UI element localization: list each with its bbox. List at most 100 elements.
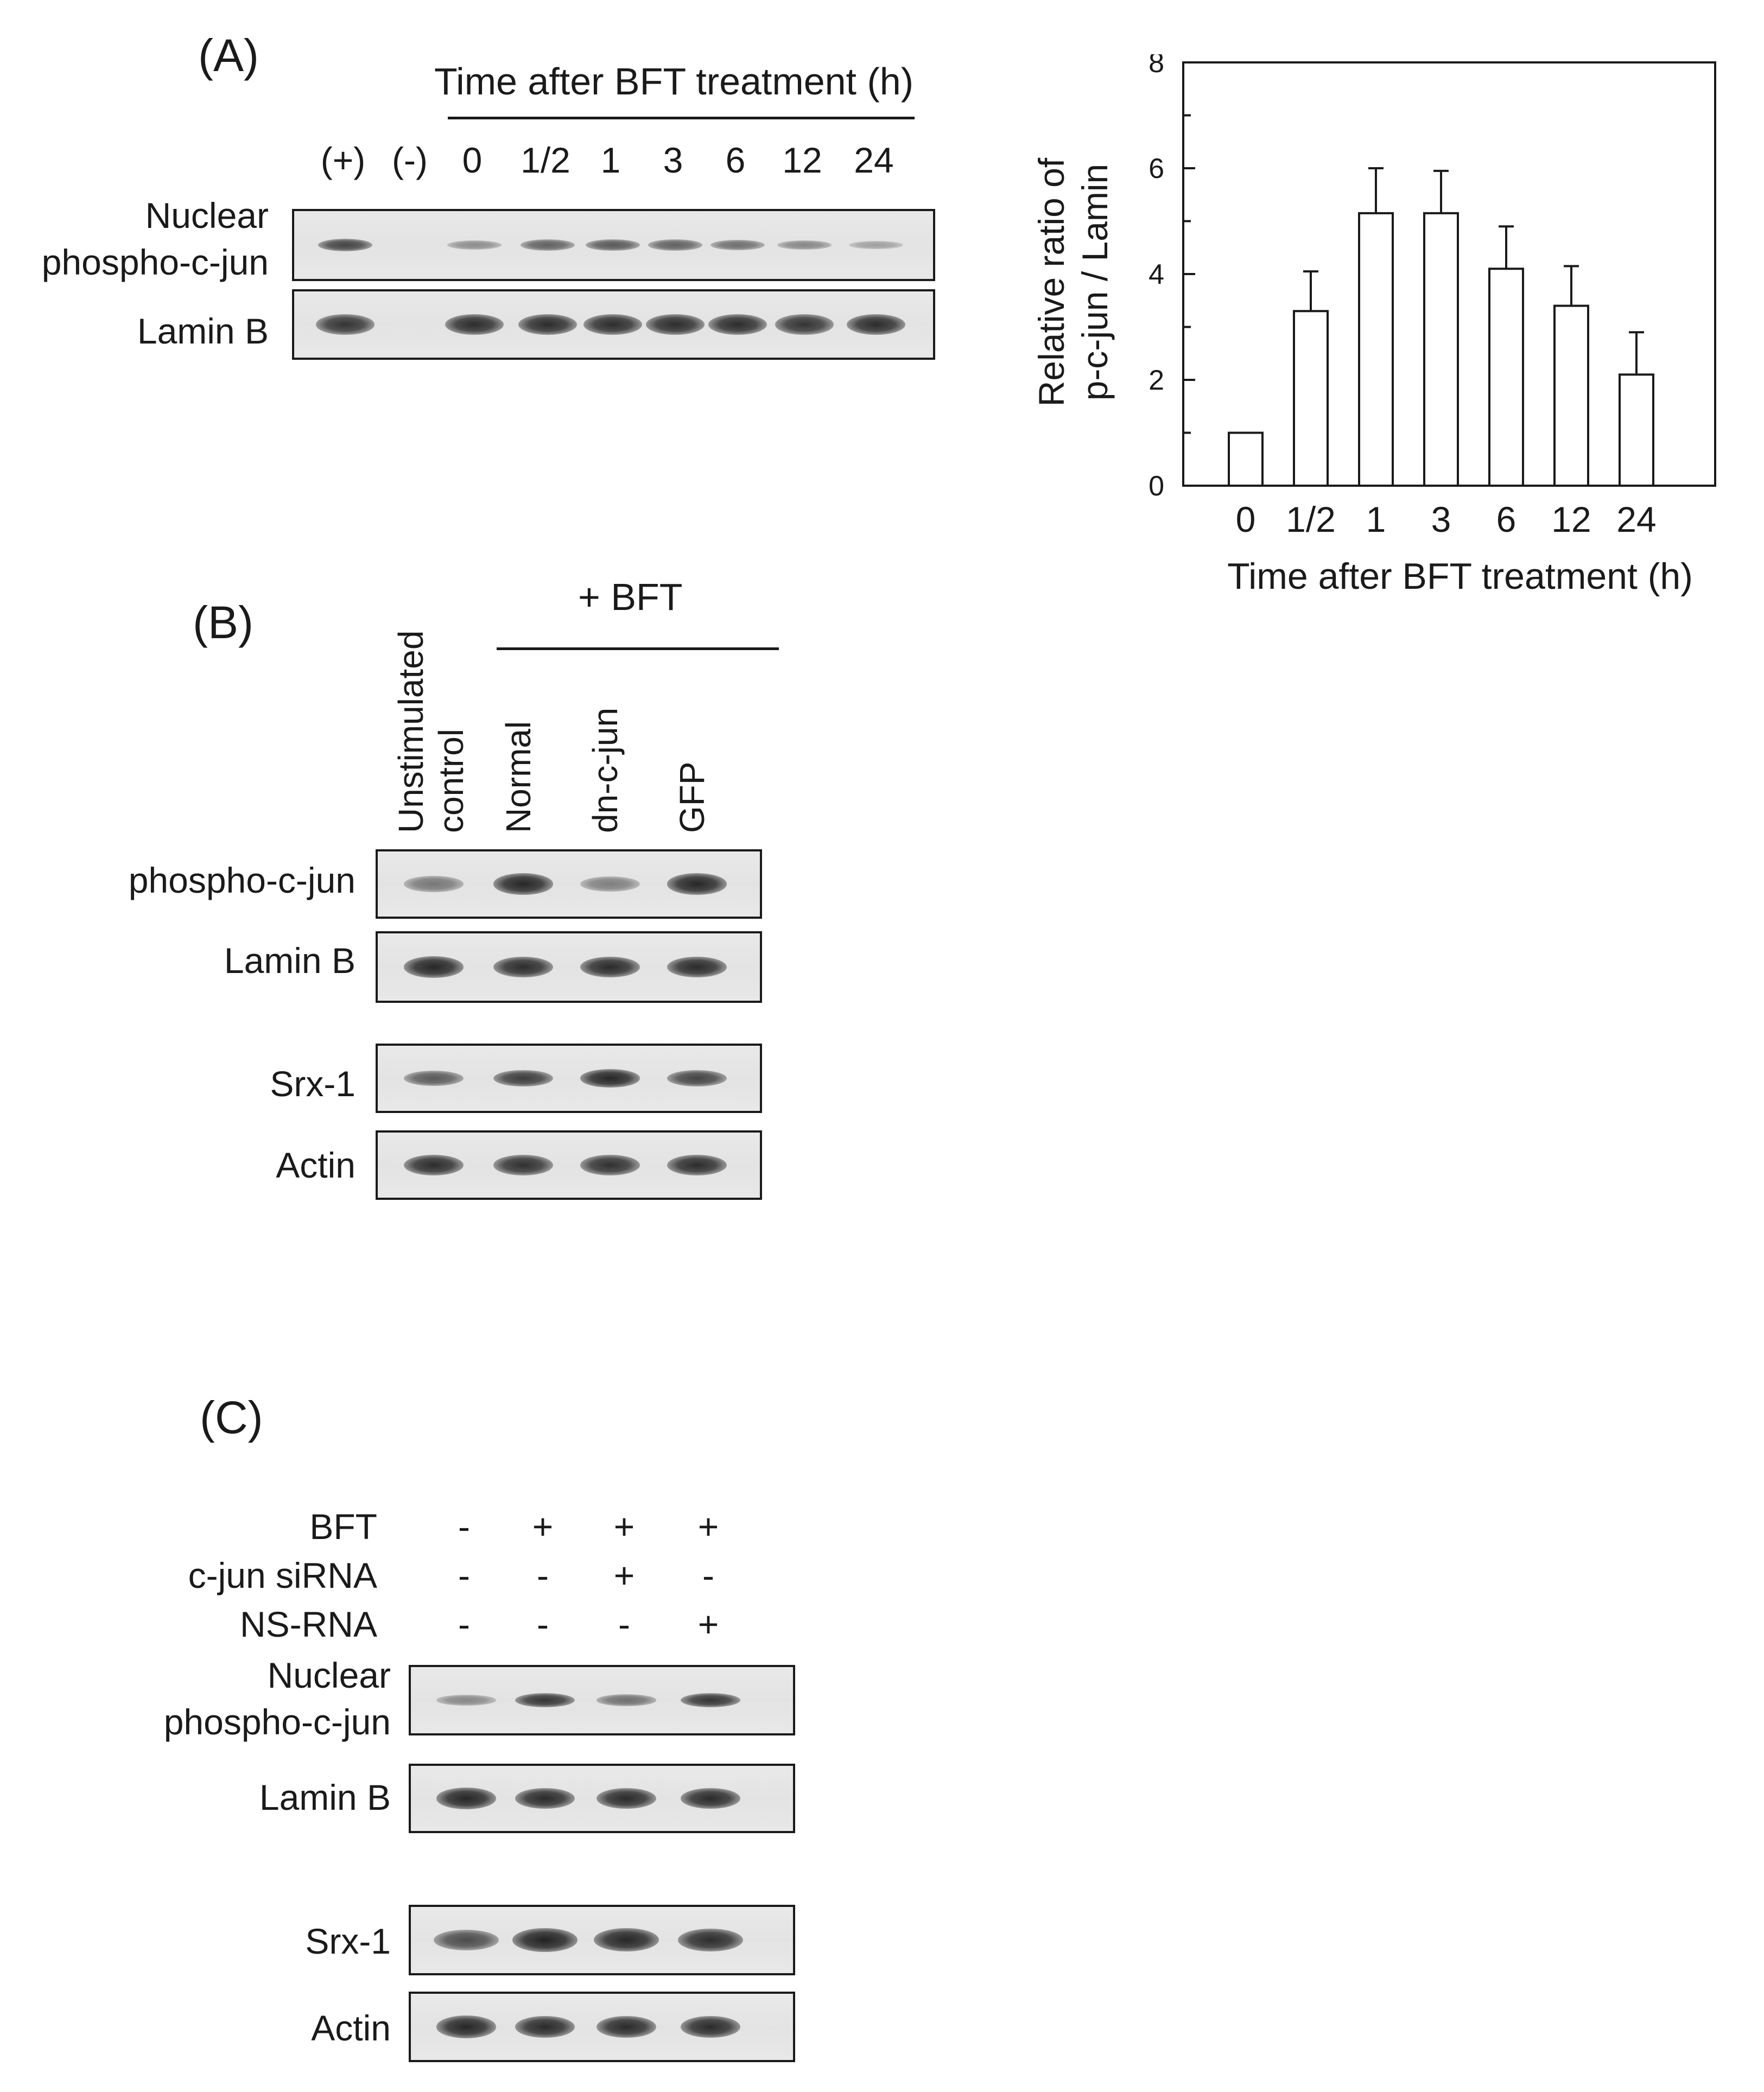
panel-c-phospho-band <box>515 1693 575 1708</box>
panel-b-lane-label: Normal <box>499 721 538 833</box>
chart-bar <box>1228 431 1264 487</box>
chart-x-tick-label: 3 <box>1431 499 1451 539</box>
panel-b-lane-label: Unstimulated control <box>391 631 471 834</box>
chart-y-tick-label: 8 <box>1148 54 1164 79</box>
panel-c-condition-label: NS-RNA <box>239 1604 377 1644</box>
panel-b-row-label-actin: Actin <box>276 1145 356 1185</box>
panel-b-actin-band <box>404 1154 464 1176</box>
panel-b-phospho-band <box>580 876 640 892</box>
panel-c-condition-sign: - <box>458 1555 470 1595</box>
panel-c-row-label-phospho-line1: Nuclear <box>267 1655 391 1695</box>
chart-x-tick-label: 6 <box>1496 499 1516 539</box>
panel-a-lamin-band <box>583 314 642 335</box>
chart-x-axis-label: Time after BFT treatment (h) <box>1227 556 1693 597</box>
panel-a-lamin-band <box>775 314 834 335</box>
panel-b-blot-phospho <box>376 849 762 919</box>
chart-bar <box>1488 268 1524 487</box>
panel-b-blot-srx <box>376 1044 762 1113</box>
panel-b-group-label: + BFT <box>578 576 683 618</box>
panel-c-row-label-srx: Srx-1 <box>305 1921 391 1961</box>
panel-b-row-label-lamin: Lamin B <box>224 940 356 981</box>
panel-c-blot-phospho <box>409 1665 795 1735</box>
panel-c-lamin-band <box>515 1788 575 1809</box>
panel-c-condition-sign: + <box>697 1506 719 1547</box>
panel-c-condition-sign: + <box>697 1604 719 1644</box>
panel-b-blot-lamin <box>376 931 762 1003</box>
panel-a-blot-phospho <box>292 209 935 281</box>
chart-bar <box>1358 212 1394 487</box>
panel-c-lamin-band <box>681 1788 740 1809</box>
panel-c-condition-sign: - <box>702 1555 714 1595</box>
panel-a-row-label-phospho-line2: phospho-c-jun <box>41 241 269 282</box>
panel-a-time-underline <box>448 117 915 119</box>
panel-c-condition-sign: - <box>618 1604 630 1644</box>
panel-c-condition-label: BFT <box>309 1506 377 1547</box>
panel-a-row-label-phospho: Nuclear phospho-c-jun <box>42 193 269 286</box>
panel-c-row-label-lamin: Lamin B <box>259 1777 391 1817</box>
panel-c-actin-band <box>681 2015 740 2038</box>
panel-a-lane-label: (+) <box>320 140 366 180</box>
chart-bars <box>1228 167 1654 487</box>
panel-b-actin-band <box>493 1155 553 1175</box>
panel-b-srx-band <box>404 1071 464 1086</box>
panel-b-lane-label-line1: GFP <box>672 761 712 833</box>
panel-b-lane-label-line1: Unstimulated <box>391 630 430 834</box>
panel-b-lane-label-line1: dn-c-jun <box>586 707 625 833</box>
chart-y-tick-label: 2 <box>1148 365 1164 396</box>
panel-c-condition-sign: - <box>537 1604 549 1644</box>
panel-c-blot-srx <box>409 1905 795 1975</box>
panel-a-lane-label: 1 <box>600 140 621 180</box>
panel-a-lane-label: 3 <box>663 140 683 180</box>
panel-a-lane-label: 1/2 <box>521 140 570 180</box>
panel-b-row-label-phospho: phospho-c-jun <box>128 860 356 900</box>
panel-c-condition-sign: + <box>532 1506 554 1547</box>
panel-c-phospho-band <box>597 1694 656 1706</box>
panel-b-srx-band <box>580 1069 640 1088</box>
panel-c-actin-band <box>436 2015 496 2038</box>
panel-c-row-label-actin: Actin <box>311 2008 391 2048</box>
panel-c-condition-sign: + <box>613 1555 635 1595</box>
chart-x-tick-label: 24 <box>1616 499 1656 539</box>
panel-b-phospho-band <box>493 873 553 895</box>
panel-b-srx-band <box>667 1070 727 1087</box>
panel-a-phospho-band <box>648 239 702 251</box>
panel-a-label: (A) <box>198 30 259 81</box>
chart-y-tick-label: 0 <box>1148 470 1164 502</box>
panel-a-lamin-band <box>646 314 705 335</box>
panel-a-lane-label: 24 <box>854 140 894 180</box>
panel-b-srx-band <box>493 1070 553 1087</box>
panel-a-phospho-band <box>710 239 765 251</box>
panel-b-lane-label: GFP <box>672 761 712 833</box>
panel-a-lamin-band <box>445 314 504 335</box>
panel-a-row-label-phospho-line1: Nuclear <box>145 195 269 236</box>
chart-y-axis-label-line1: Relative ratio of <box>1031 157 1071 406</box>
panel-c-actin-band <box>515 2015 575 2038</box>
panel-a-lane-label: 0 <box>462 140 483 180</box>
panel-a-phospho-band <box>777 240 832 250</box>
panel-b-lamin-band <box>493 956 553 978</box>
panel-a-phospho-band <box>447 240 502 250</box>
panel-c-lamin-band <box>597 1788 656 1809</box>
chart-y-tick-labels: 0 2 4 6 8 <box>1148 54 1164 502</box>
panel-c-actin-band <box>597 2015 656 2038</box>
chart-bar <box>1423 212 1459 487</box>
panel-b-lamin-band <box>580 956 640 978</box>
chart-x-tick-labels: 0 1/2 1 3 6 12 24 <box>1236 499 1657 539</box>
panel-a-phospho-band <box>521 239 575 251</box>
chart-y-axis-label-line2: p-c-jun / Lamin <box>1075 164 1115 401</box>
panel-b-phospho-band <box>667 873 727 895</box>
panel-c-row-label-phospho: Nuclear phospho-c-jun <box>164 1652 391 1746</box>
panel-b-lamin-band <box>667 956 727 978</box>
chart-bar <box>1293 310 1329 487</box>
chart-x-tick-label: 1 <box>1366 499 1386 539</box>
panel-a-lane-label: 12 <box>782 140 822 180</box>
panel-c-condition-sign: - <box>458 1506 470 1547</box>
panel-c-srx-band <box>678 1928 743 1951</box>
panel-c-lamin-band <box>436 1788 496 1809</box>
panel-c-blot-lamin <box>409 1764 795 1833</box>
panel-a-phospho-band <box>318 238 372 252</box>
panel-b-actin-band <box>580 1155 640 1175</box>
panel-c-srx-band <box>594 1928 659 1952</box>
